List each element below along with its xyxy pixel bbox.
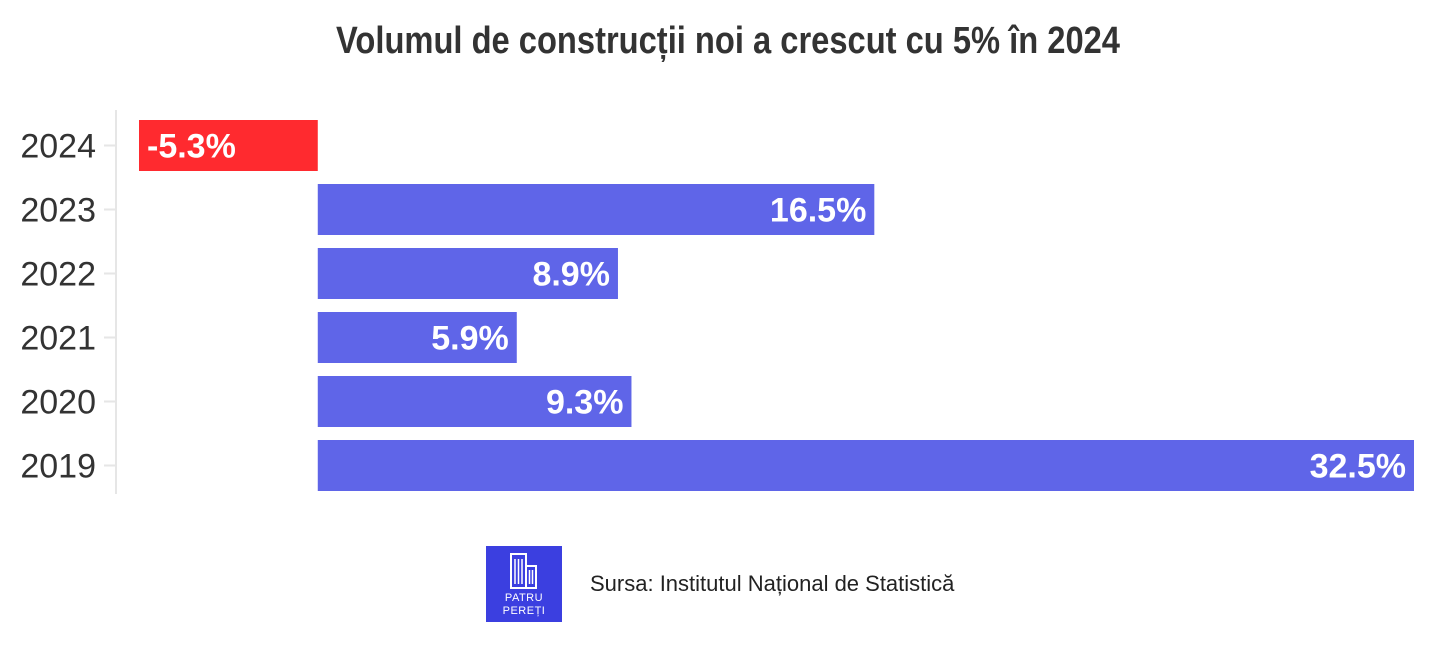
y-tick-label: 2023 — [20, 192, 96, 230]
y-tick-label: 2019 — [20, 448, 96, 486]
bar-2022 — [317, 248, 618, 299]
labels: -5.3% 16.5% 8.9% 5.9% 9.3% 32.5% — [147, 128, 1406, 486]
bar-chart: 2024 2023 2022 2021 2020 2019 -5.3% 16.5% 8.9% 5… — [20, 110, 1415, 494]
building-icon — [510, 553, 537, 589]
source-text: Sursa: Institutul Național de Statistică — [590, 571, 955, 596]
data-label-2020: 9.3% — [546, 384, 624, 422]
y-axis: 2024 2023 2022 2021 2020 2019 — [20, 110, 117, 494]
y-tick-label: 2020 — [20, 384, 96, 422]
data-label-2019: 32.5% — [1310, 448, 1406, 486]
footer: PATRU PEREȚI Sursa: Institutul Național … — [486, 546, 954, 622]
y-tick-label: 2024 — [20, 128, 96, 166]
y-tick-label: 2022 — [20, 256, 96, 294]
logo-text-line2: PEREȚI — [502, 605, 546, 617]
data-label-2024: -5.3% — [147, 128, 236, 166]
logo-text-line1: PATRU — [504, 592, 544, 604]
data-label-2022: 8.9% — [532, 256, 610, 294]
patru-pereti-logo: PATRU PEREȚI — [486, 546, 562, 622]
bar-2023 — [317, 184, 875, 235]
data-label-2021: 5.9% — [431, 320, 509, 358]
data-label-2023: 16.5% — [770, 192, 866, 230]
bars — [139, 120, 1415, 491]
bar-2024 — [139, 120, 318, 171]
y-tick-label: 2021 — [20, 320, 96, 358]
chart-title: Volumul de construcții noi a crescut cu … — [336, 20, 1120, 62]
bar-2020 — [317, 376, 632, 427]
bar-2019 — [317, 440, 1415, 491]
bar-2021 — [317, 312, 517, 363]
logo-text: PATRU PEREȚI — [486, 592, 562, 618]
